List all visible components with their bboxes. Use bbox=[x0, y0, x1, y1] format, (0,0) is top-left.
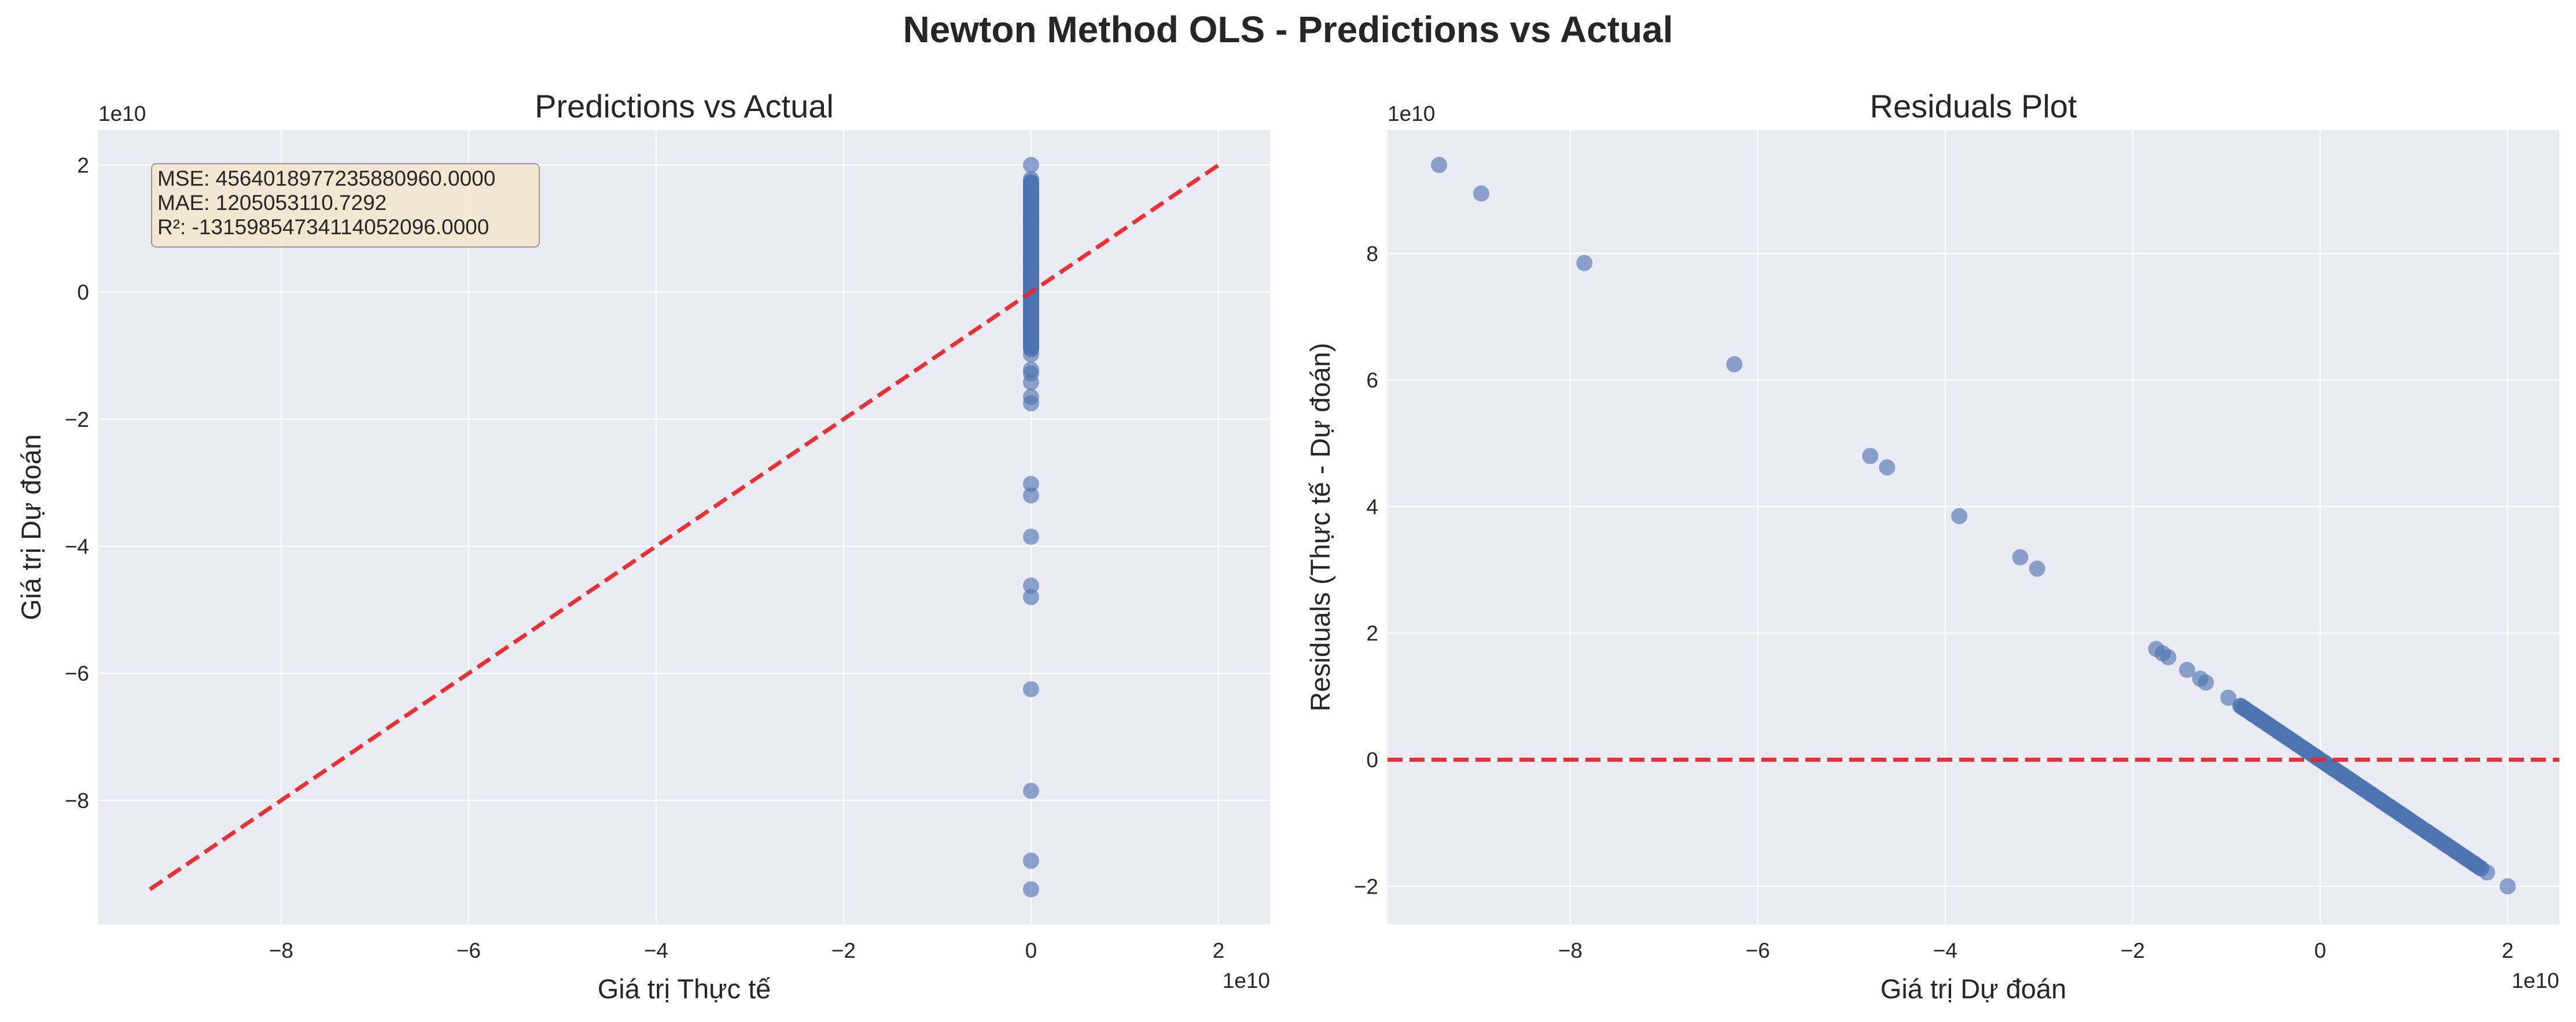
data-point bbox=[1022, 361, 1039, 378]
chart-title: Residuals Plot bbox=[1870, 88, 2077, 124]
x-tick-label: 2 bbox=[1213, 939, 1225, 962]
data-point bbox=[1022, 528, 1039, 545]
data-point bbox=[2160, 649, 2177, 666]
y-offset-label: 1e10 bbox=[98, 102, 146, 126]
x-tick-label: −6 bbox=[1746, 939, 1770, 962]
x-tick-label: 0 bbox=[1025, 939, 1037, 962]
y-tick-label: 4 bbox=[1366, 495, 1378, 519]
y-tick-label: −8 bbox=[65, 789, 89, 813]
data-point bbox=[2220, 689, 2237, 706]
stats-line: R²: -13159854734114052096.0000 bbox=[157, 215, 489, 239]
data-point bbox=[1022, 577, 1039, 594]
data-point bbox=[1022, 173, 1039, 190]
data-point bbox=[2012, 549, 2029, 566]
data-point bbox=[1473, 185, 1489, 202]
predictions-vs-actual-chart: −8 −6 −4 −2 0 2 −8 −6 −4 −2 0 2 1e10 1e10 Predictions … bbox=[16, 88, 1270, 1004]
data-point bbox=[1022, 475, 1039, 492]
stats-box bbox=[151, 163, 540, 248]
y-tick-label: 6 bbox=[1366, 368, 1378, 392]
y-tick-label: 8 bbox=[1366, 242, 1378, 265]
data-point bbox=[2029, 560, 2045, 577]
x-tick-label: 2 bbox=[2502, 939, 2514, 962]
data-point bbox=[1022, 853, 1039, 869]
data-point bbox=[1951, 508, 1968, 525]
data-point bbox=[1022, 881, 1039, 898]
y-tick-label: −2 bbox=[65, 408, 89, 431]
x-tick-label: −2 bbox=[2121, 939, 2145, 962]
data-point bbox=[1862, 448, 1879, 464]
x-tick-label: −4 bbox=[1933, 939, 1957, 962]
y-offset-label: 1e10 bbox=[1388, 102, 1435, 126]
data-point bbox=[2198, 674, 2214, 691]
y-tick-label: −4 bbox=[65, 534, 89, 558]
y-tick-label: 0 bbox=[77, 281, 89, 304]
data-point bbox=[1431, 157, 1448, 174]
y-tick-label: 0 bbox=[1366, 748, 1378, 772]
data-point bbox=[1726, 356, 1743, 372]
data-point bbox=[1022, 487, 1039, 504]
x-tick-label: −8 bbox=[1558, 939, 1583, 962]
data-point bbox=[2178, 662, 2195, 678]
data-point bbox=[1022, 389, 1039, 405]
data-point bbox=[2472, 859, 2489, 876]
residuals-plot-chart: −8 −6 −4 −2 0 2 −2 0 2 4 6 8 1e10 1e10 Residuals Plot G… bbox=[1305, 88, 2559, 1004]
chart-title: Predictions vs Actual bbox=[535, 88, 834, 124]
x-tick-label: −4 bbox=[644, 939, 668, 962]
data-point bbox=[1022, 783, 1039, 799]
x-tick-label: −8 bbox=[269, 939, 293, 962]
stats-line: MAE: 1205053110.7292 bbox=[157, 191, 387, 215]
x-tick-label: 0 bbox=[2314, 939, 2327, 962]
y-tick-label: 2 bbox=[77, 153, 89, 177]
y-tick-label: −6 bbox=[65, 662, 89, 685]
x-tick-label: −6 bbox=[457, 939, 481, 962]
figure-title: Newton Method OLS - Predictions vs Actua… bbox=[903, 9, 1673, 50]
data-point bbox=[1022, 157, 1039, 174]
data-point bbox=[1576, 254, 1593, 271]
x-offset-label: 1e10 bbox=[1223, 969, 1270, 993]
x-axis-label: Giá trị Thực tế bbox=[598, 973, 771, 1004]
data-point bbox=[2499, 878, 2516, 895]
y-tick-label: −2 bbox=[1354, 875, 1378, 898]
x-offset-label: 1e10 bbox=[2512, 969, 2559, 993]
data-point bbox=[1022, 589, 1039, 606]
y-axis-label: Giá trị Dự đoán bbox=[16, 434, 46, 620]
x-tick-label: −2 bbox=[831, 939, 856, 962]
y-axis-label: Residuals (Thực tế - Dự đoán) bbox=[1305, 343, 1335, 712]
x-axis-label: Giá trị Dự đoán bbox=[1881, 973, 2066, 1004]
reference-line bbox=[149, 163, 1220, 891]
y-tick-label: 2 bbox=[1366, 622, 1378, 645]
data-point bbox=[1022, 681, 1039, 698]
stats-line: MSE: 4564018977235880960.0000 bbox=[157, 167, 495, 190]
data-point bbox=[1879, 459, 1896, 476]
